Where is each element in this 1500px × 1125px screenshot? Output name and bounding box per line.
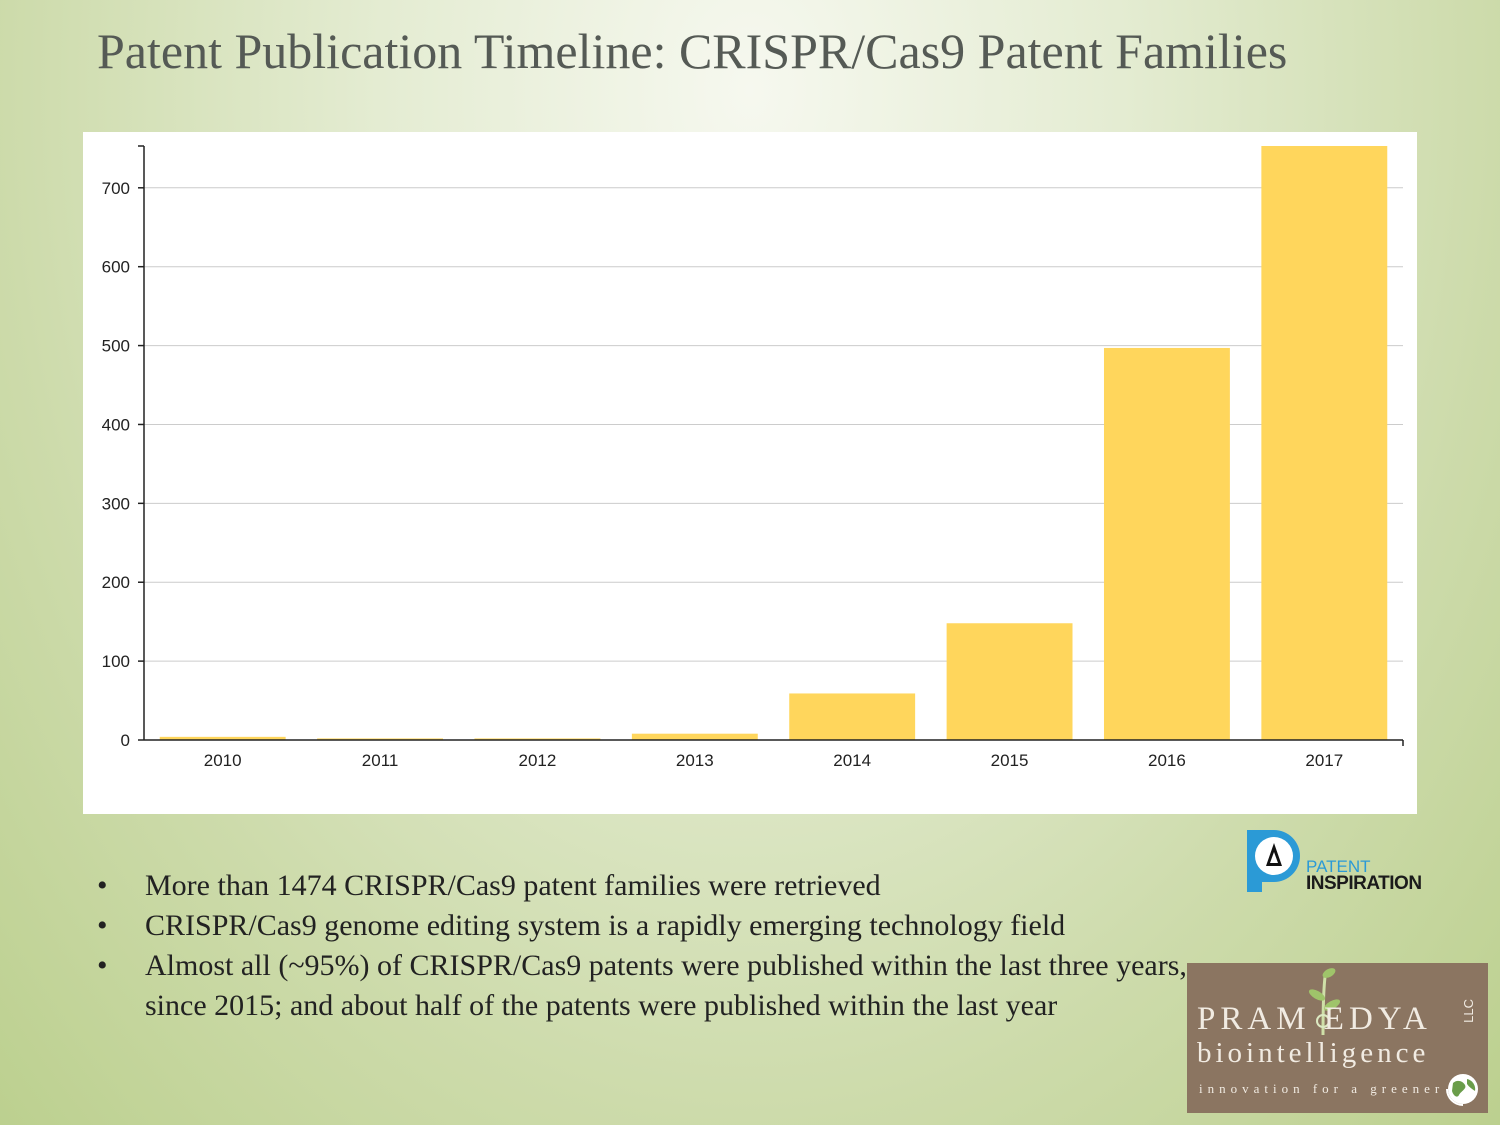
bar-2015: [946, 623, 1073, 740]
x-tick-label: 2016: [1148, 751, 1186, 770]
bullet-item: CRISPR/Cas9 genome editing system is a r…: [97, 906, 1187, 946]
chart-axes: 0 100 200 300 400 500 600 700 2010 2011 2012 2013 20…: [102, 145, 1404, 770]
y-tick-label: 600: [102, 258, 130, 277]
x-tick-label: 2013: [676, 751, 714, 770]
y-tick-label: 300: [102, 494, 130, 513]
patent-inspiration-logo: PATENT INSPIRATION: [1244, 826, 1424, 894]
pramoedya-tagline: innovation for a greener: [1199, 1081, 1445, 1096]
chart-panel: 0 100 200 300 400 500 600 700 2010 2011 2012 2013 20…: [83, 132, 1417, 814]
globe-icon: [1446, 1074, 1478, 1106]
patent-inspiration-line2: INSPIRATION: [1306, 873, 1422, 894]
x-tick-label: 2017: [1305, 751, 1343, 770]
llc-text: LLC: [1461, 999, 1476, 1023]
bar-chart: 0 100 200 300 400 500 600 700 2010 2011 2012 2013 20…: [102, 145, 1404, 770]
x-tick-label: 2011: [362, 751, 399, 770]
pramoedya-subtitle: biointelligence: [1197, 1037, 1430, 1069]
bar-2011: [317, 738, 444, 740]
pramoedya-name: PRAM EDYA: [1197, 1001, 1432, 1037]
bullet-item: More than 1474 CRISPR/Cas9 patent famili…: [97, 866, 1187, 906]
chart-bars: [159, 146, 1388, 740]
y-tick-label: 400: [102, 415, 130, 434]
y-tick-label: 500: [102, 337, 130, 356]
bar-2017: [1261, 146, 1388, 740]
x-tick-label: 2015: [991, 751, 1029, 770]
bullet-list: More than 1474 CRISPR/Cas9 patent famili…: [97, 866, 1187, 1026]
y-tick-label: 200: [102, 573, 130, 592]
bullet-item: Almost all (~95%) of CRISPR/Cas9 patents…: [97, 946, 1187, 1026]
pramoedya-logo: PRAM EDYA biointelligence innovation for…: [1187, 963, 1488, 1113]
x-tick-label: 2010: [204, 751, 242, 770]
bar-2016: [1103, 347, 1230, 740]
chart-gridlines: [144, 187, 1403, 662]
bar-2013: [631, 733, 758, 740]
patent-inspiration-mark-icon: [1247, 830, 1300, 892]
bar-2010: [159, 736, 286, 740]
patent-inspiration-line1: PATENT: [1306, 857, 1371, 876]
y-tick-label: 700: [102, 179, 130, 198]
pramoedya-llc: LLC: [1457, 999, 1476, 1023]
bar-2014: [789, 693, 916, 740]
sprout-icon: [1308, 968, 1341, 1035]
bar-2012: [474, 738, 601, 740]
x-tick-label: 2014: [833, 751, 871, 770]
y-tick-label: 0: [121, 731, 130, 750]
x-tick-label: 2012: [519, 751, 557, 770]
slide-title: Patent Publication Timeline: CRISPR/Cas9…: [97, 23, 1288, 79]
y-tick-label: 100: [102, 652, 130, 671]
